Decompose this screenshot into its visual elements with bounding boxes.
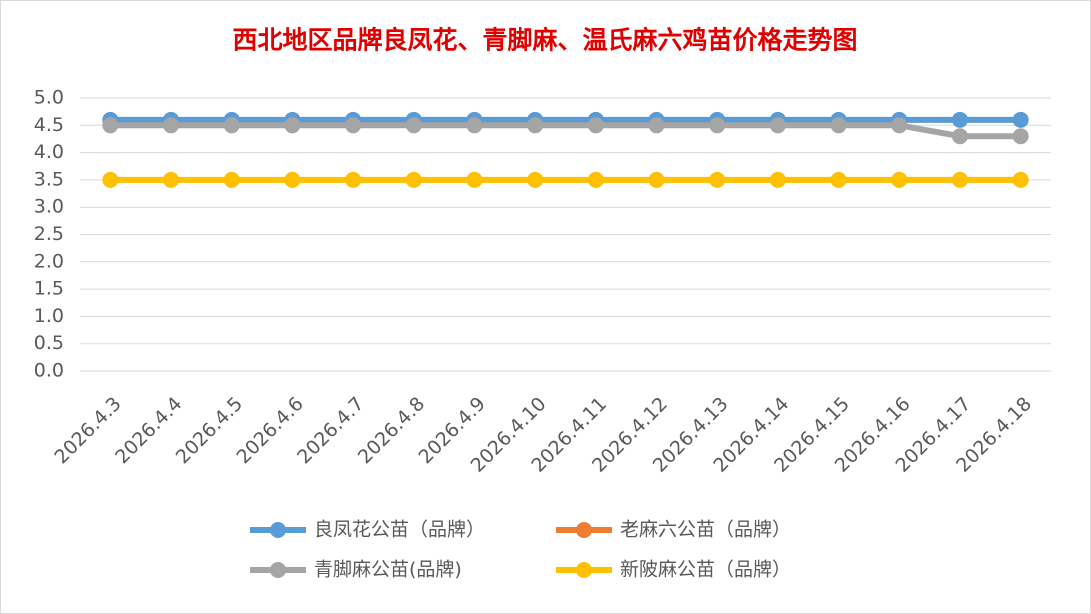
y-tick-label: 0.0	[34, 360, 64, 382]
y-tick-label: 1.5	[34, 278, 64, 300]
series-marker	[345, 117, 362, 134]
legend-marker	[576, 562, 592, 578]
series-marker	[709, 117, 726, 134]
series-marker	[527, 117, 544, 134]
y-tick-label: 5.0	[34, 87, 64, 109]
series-marker	[223, 171, 240, 188]
series-marker	[951, 111, 968, 128]
series-marker	[1012, 171, 1029, 188]
legend-label: 青脚麻公苗(品牌)	[314, 559, 462, 581]
legend-marker	[270, 522, 286, 538]
series-marker	[769, 117, 786, 134]
y-tick-label: 2.5	[34, 223, 64, 245]
series-marker	[223, 117, 240, 134]
series-marker	[830, 117, 847, 134]
legend-label: 新陂麻公苗（品牌）	[620, 559, 791, 581]
series-marker	[102, 171, 119, 188]
series-marker	[951, 171, 968, 188]
series-marker	[345, 171, 362, 188]
series-marker	[830, 171, 847, 188]
y-tick-label: 1.0	[34, 305, 64, 327]
series-line	[110, 122, 1021, 140]
y-tick-label: 4.5	[34, 114, 64, 136]
series-marker	[587, 117, 604, 134]
series-marker	[891, 171, 908, 188]
series-marker	[587, 171, 604, 188]
series-marker	[648, 171, 665, 188]
series-marker	[1012, 111, 1029, 128]
y-tick-label: 2.0	[34, 250, 64, 272]
series-marker	[405, 117, 422, 134]
series-marker	[284, 171, 301, 188]
y-tick-label: 3.0	[34, 196, 64, 218]
legend-marker	[270, 562, 286, 578]
series-marker	[891, 117, 908, 134]
legend-marker	[576, 522, 592, 538]
legend-label: 良凤花公苗（品牌）	[314, 519, 485, 541]
y-tick-label: 3.5	[34, 168, 64, 190]
series-marker	[163, 171, 180, 188]
series-marker	[527, 171, 544, 188]
series-marker	[709, 171, 726, 188]
series-marker	[1012, 128, 1029, 145]
y-tick-label: 4.0	[34, 141, 64, 163]
series-marker	[163, 117, 180, 134]
series-marker	[466, 171, 483, 188]
series-marker	[769, 171, 786, 188]
series-marker	[648, 117, 665, 134]
chart-title: 西北地区品牌良凤花、青脚麻、温氏麻六鸡苗价格走势图	[232, 26, 857, 55]
series-marker	[102, 117, 119, 134]
legend-label: 老麻六公苗（品牌）	[620, 519, 791, 541]
series-marker	[951, 128, 968, 145]
series-marker	[405, 171, 422, 188]
series-marker	[466, 117, 483, 134]
series-marker	[284, 117, 301, 134]
y-tick-label: 0.5	[34, 332, 64, 354]
